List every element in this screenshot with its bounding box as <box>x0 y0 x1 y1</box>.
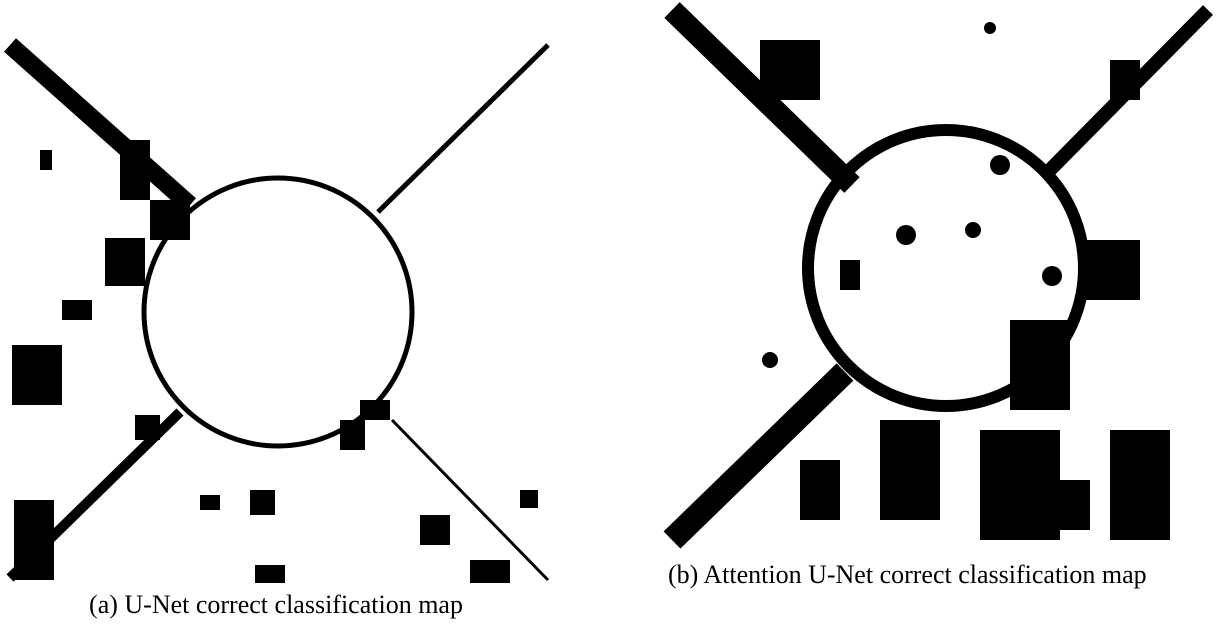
unet-map <box>8 38 550 583</box>
caption: (b) Attention U-Net correct classificati… <box>668 555 1213 595</box>
attention-unet-map <box>668 5 1212 545</box>
figure-images <box>0 0 1217 631</box>
page: (a) U-Net correct classification map (b)… <box>0 0 1217 631</box>
caption: (a) U-Net correct classification map <box>0 585 552 625</box>
